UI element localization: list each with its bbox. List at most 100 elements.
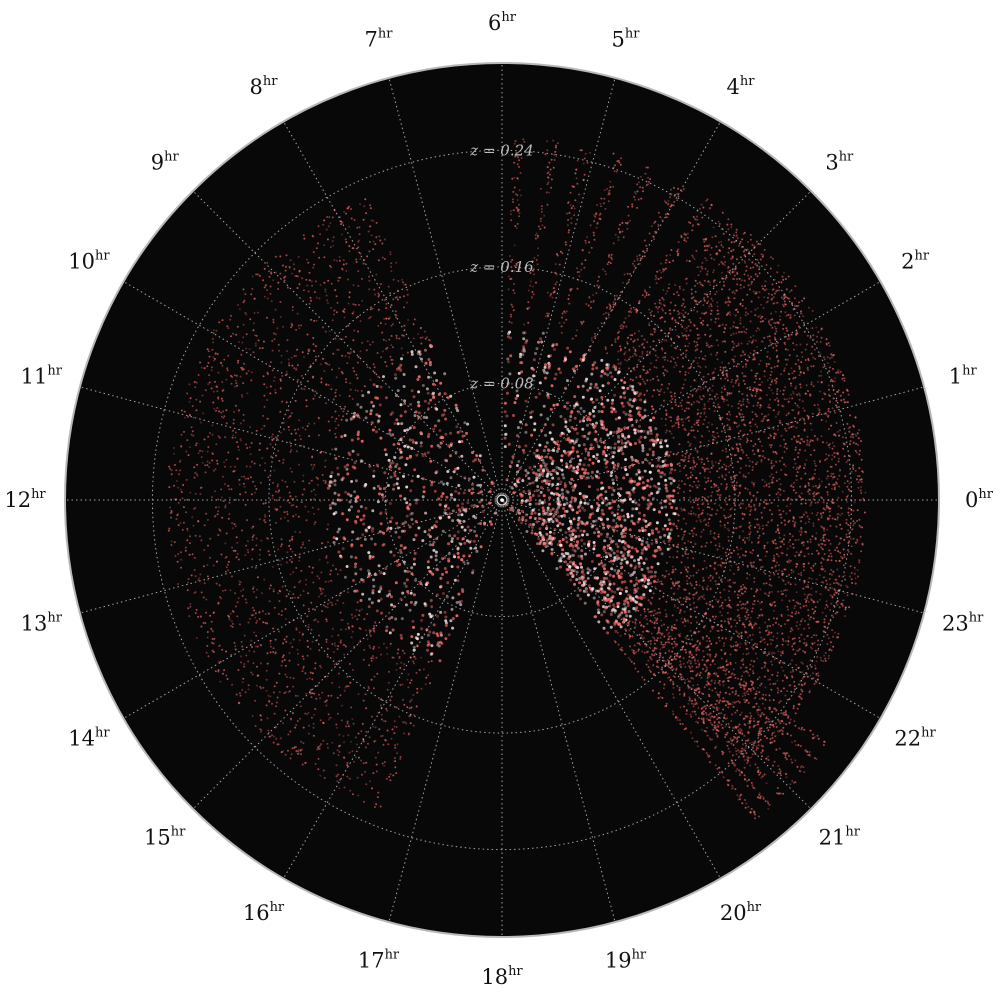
data-point: [347, 207, 350, 210]
data-point: [424, 361, 428, 365]
data-point: [802, 650, 805, 653]
data-point: [217, 660, 220, 663]
data-point: [643, 651, 646, 654]
data-point: [798, 530, 801, 533]
data-point: [266, 289, 268, 292]
data-point: [255, 488, 258, 490]
data-point: [709, 530, 712, 533]
data-point: [587, 540, 591, 544]
data-point: [400, 636, 404, 640]
data-point: [702, 668, 704, 670]
data-point: [377, 292, 380, 295]
data-point: [413, 603, 417, 607]
data-point: [416, 687, 419, 690]
data-point: [196, 474, 199, 477]
data-point: [590, 525, 594, 529]
data-point: [240, 366, 243, 369]
data-point: [433, 371, 437, 375]
data-point: [640, 634, 643, 637]
data-point: [388, 465, 392, 469]
data-point: [804, 620, 806, 622]
data-point: [769, 509, 772, 512]
data-point: [408, 503, 412, 506]
data-point: [241, 595, 244, 597]
data-point: [184, 416, 186, 419]
data-point: [317, 225, 320, 228]
data-point: [423, 452, 427, 456]
data-point: [266, 652, 269, 655]
data-point: [305, 583, 307, 586]
data-point: [289, 450, 292, 453]
data-point: [443, 392, 447, 396]
data-point: [296, 287, 299, 289]
data-point: [798, 636, 801, 639]
data-point: [362, 522, 366, 526]
data-point: [824, 607, 827, 610]
data-point: [748, 538, 751, 541]
data-point: [327, 580, 330, 583]
data-point: [272, 651, 275, 653]
data-point: [321, 474, 324, 476]
data-point: [308, 348, 311, 351]
data-point: [757, 734, 760, 737]
data-point: [258, 347, 261, 350]
data-point: [173, 452, 175, 455]
data-point: [362, 658, 365, 661]
data-point: [316, 684, 319, 687]
data-point: [417, 333, 420, 335]
data-point: [347, 324, 350, 327]
data-point: [199, 615, 202, 617]
data-point: [781, 720, 784, 723]
data-point: [789, 509, 791, 512]
data-point: [457, 491, 461, 495]
data-point: [457, 555, 461, 559]
data-point: [234, 465, 237, 468]
data-point: [378, 403, 382, 407]
data-point: [316, 748, 319, 751]
data-point: [406, 590, 410, 594]
data-point: [300, 753, 303, 756]
data-point: [450, 537, 454, 541]
data-point: [733, 502, 736, 505]
data-point: [317, 508, 320, 511]
data-point: [750, 610, 753, 613]
data-point: [330, 306, 333, 309]
data-point: [432, 631, 436, 635]
data-point: [348, 352, 351, 355]
data-point: [413, 318, 416, 321]
data-point: [426, 451, 430, 455]
data-point: [742, 658, 744, 661]
data-point: [720, 649, 723, 652]
data-point: [259, 464, 261, 467]
data-point: [308, 539, 311, 542]
data-point: [806, 597, 809, 600]
data-point: [262, 686, 265, 689]
data-point: [724, 725, 727, 728]
data-point: [674, 568, 677, 571]
data-point: [327, 541, 330, 544]
data-point: [231, 546, 233, 549]
data-point: [262, 502, 265, 505]
data-point: [197, 452, 200, 455]
data-point: [235, 382, 238, 385]
data-point: [793, 525, 796, 528]
data-point: [212, 612, 215, 614]
data-point: [190, 574, 193, 577]
data-point: [709, 630, 712, 633]
data-point: [334, 457, 338, 460]
data-point: [745, 666, 748, 669]
data-point: [626, 512, 630, 516]
data-point: [430, 444, 434, 448]
data-point: [353, 760, 355, 763]
data-point: [738, 536, 741, 539]
data-point: [639, 614, 642, 617]
data-point: [626, 544, 630, 548]
data-point: [346, 764, 349, 767]
data-point: [453, 534, 457, 538]
data-point: [778, 509, 781, 512]
data-point: [424, 683, 427, 686]
data-point: [339, 611, 342, 614]
data-point: [349, 417, 353, 421]
data-point: [217, 534, 220, 537]
data-point: [238, 580, 241, 583]
